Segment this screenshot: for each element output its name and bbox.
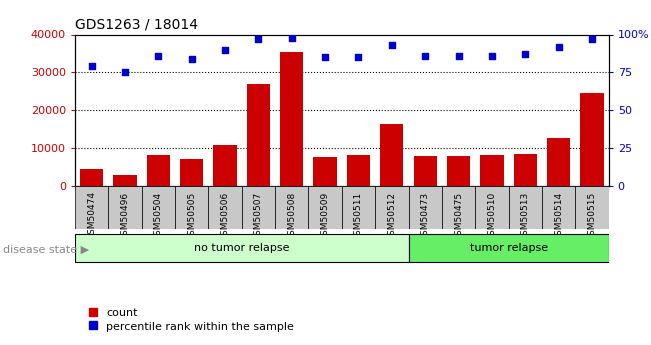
Bar bbox=[575, 186, 609, 229]
Point bbox=[453, 53, 464, 59]
Point bbox=[587, 36, 597, 42]
Bar bbox=[342, 186, 375, 229]
Bar bbox=[313, 157, 337, 186]
Point bbox=[320, 55, 330, 60]
Point bbox=[420, 53, 430, 59]
Point bbox=[487, 53, 497, 59]
Text: GSM50508: GSM50508 bbox=[287, 191, 296, 241]
Bar bbox=[275, 186, 309, 229]
Bar bbox=[514, 154, 537, 186]
Bar bbox=[409, 186, 442, 229]
Bar bbox=[508, 186, 542, 229]
Text: GSM50505: GSM50505 bbox=[187, 191, 196, 241]
Bar bbox=[146, 155, 170, 186]
Text: GSM50507: GSM50507 bbox=[254, 191, 263, 241]
Point bbox=[520, 51, 531, 57]
Point bbox=[353, 55, 364, 60]
Point bbox=[387, 42, 397, 48]
Bar bbox=[242, 186, 275, 229]
Point bbox=[220, 47, 230, 52]
Point bbox=[153, 53, 163, 59]
Bar bbox=[442, 186, 475, 229]
Text: GSM50515: GSM50515 bbox=[587, 191, 596, 241]
Bar bbox=[75, 235, 409, 263]
Point bbox=[87, 63, 97, 69]
Bar bbox=[113, 175, 137, 186]
Bar bbox=[447, 156, 470, 186]
Text: GSM50514: GSM50514 bbox=[554, 191, 563, 240]
Bar bbox=[175, 186, 208, 229]
Bar bbox=[409, 235, 609, 263]
Bar bbox=[180, 159, 203, 186]
Bar bbox=[108, 186, 142, 229]
Text: GSM50474: GSM50474 bbox=[87, 191, 96, 240]
Bar bbox=[280, 51, 303, 186]
Bar bbox=[475, 186, 508, 229]
Point bbox=[253, 36, 264, 42]
Bar bbox=[80, 169, 104, 186]
Legend: count, percentile rank within the sample: count, percentile rank within the sample bbox=[84, 304, 298, 336]
Text: disease state ▶: disease state ▶ bbox=[3, 245, 89, 255]
Bar bbox=[547, 138, 570, 186]
Bar bbox=[247, 84, 270, 186]
Text: GSM50475: GSM50475 bbox=[454, 191, 463, 240]
Text: no tumor relapse: no tumor relapse bbox=[194, 244, 290, 253]
Text: GSM50511: GSM50511 bbox=[354, 191, 363, 241]
Text: GSM50506: GSM50506 bbox=[221, 191, 230, 241]
Text: GSM50496: GSM50496 bbox=[120, 191, 130, 240]
Bar bbox=[309, 186, 342, 229]
Text: GSM50509: GSM50509 bbox=[320, 191, 329, 241]
Text: tumor relapse: tumor relapse bbox=[469, 244, 547, 253]
Bar bbox=[208, 186, 242, 229]
Text: GDS1263 / 18014: GDS1263 / 18014 bbox=[75, 18, 198, 32]
Point bbox=[186, 56, 197, 61]
Point bbox=[553, 44, 564, 49]
Text: GSM50504: GSM50504 bbox=[154, 191, 163, 240]
Text: GSM50512: GSM50512 bbox=[387, 191, 396, 240]
Bar bbox=[580, 93, 603, 186]
Point bbox=[286, 35, 297, 40]
Bar bbox=[75, 186, 108, 229]
Bar bbox=[347, 155, 370, 186]
Text: GSM50473: GSM50473 bbox=[421, 191, 430, 240]
Bar bbox=[480, 155, 504, 186]
Bar bbox=[214, 145, 237, 186]
Text: GSM50510: GSM50510 bbox=[488, 191, 497, 241]
Bar bbox=[413, 156, 437, 186]
Bar bbox=[375, 186, 409, 229]
Text: GSM50513: GSM50513 bbox=[521, 191, 530, 241]
Bar bbox=[142, 186, 175, 229]
Bar bbox=[380, 124, 404, 186]
Bar bbox=[542, 186, 575, 229]
Point bbox=[120, 70, 130, 75]
